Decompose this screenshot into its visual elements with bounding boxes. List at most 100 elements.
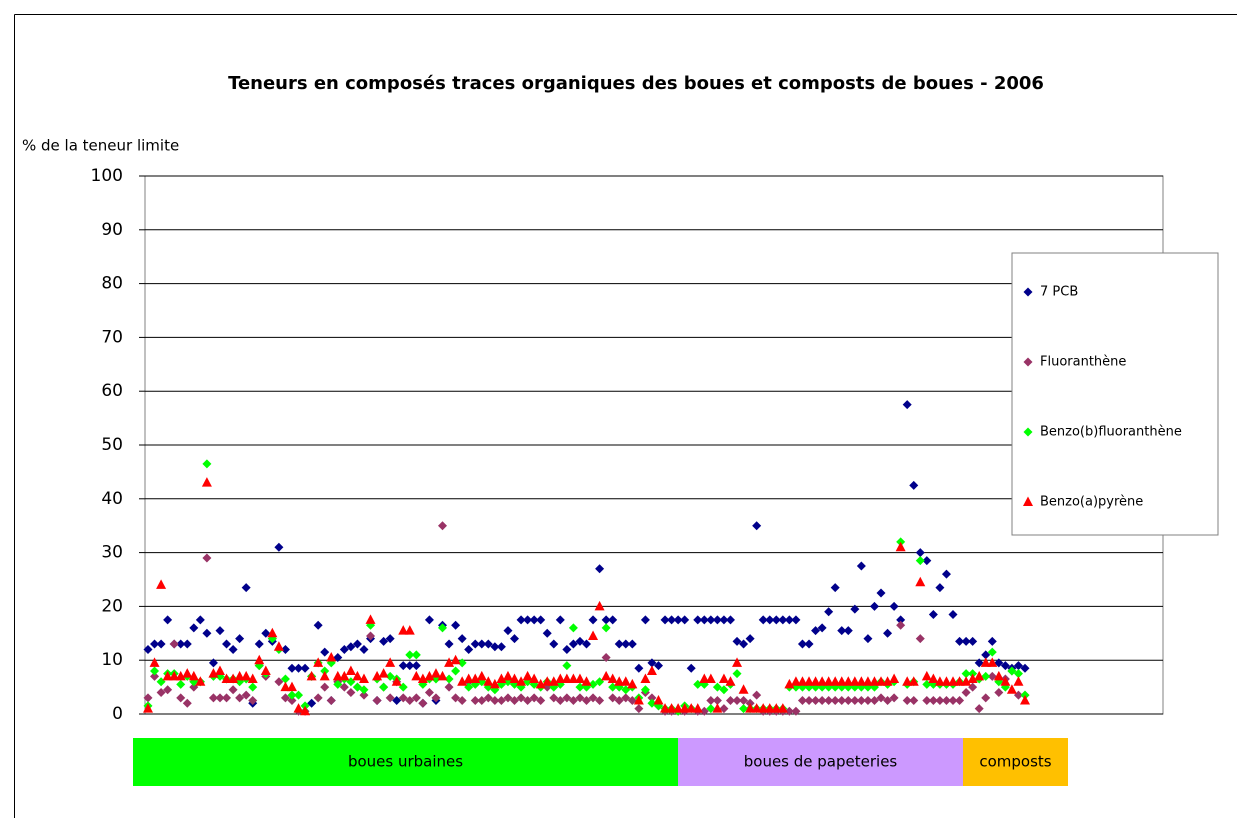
- point: [706, 696, 716, 706]
- point: [908, 676, 919, 686]
- point: [889, 673, 900, 684]
- point: [555, 673, 566, 684]
- point: [189, 623, 199, 633]
- point: [260, 665, 271, 675]
- point: [1023, 287, 1033, 297]
- point: [176, 693, 186, 703]
- point: [241, 690, 251, 700]
- point: [915, 634, 925, 644]
- point: [352, 682, 362, 692]
- point: [739, 704, 749, 714]
- point: [405, 661, 415, 671]
- point: [896, 620, 906, 630]
- point: [738, 684, 749, 694]
- point: [378, 668, 389, 678]
- point: [614, 639, 624, 649]
- point: [529, 693, 539, 703]
- point: [163, 615, 173, 625]
- point: [280, 674, 290, 684]
- point: [293, 703, 304, 713]
- point: [188, 670, 199, 681]
- point: [817, 623, 827, 633]
- point: [438, 623, 448, 633]
- point: [732, 696, 742, 706]
- point: [961, 676, 972, 686]
- point: [150, 639, 160, 649]
- point: [588, 679, 598, 689]
- point: [300, 663, 310, 673]
- point: [143, 693, 153, 703]
- point: [548, 676, 559, 686]
- point: [889, 693, 899, 703]
- point: [346, 687, 356, 697]
- point: [444, 639, 454, 649]
- point: [430, 668, 441, 678]
- point: [313, 657, 324, 667]
- point: [294, 663, 304, 673]
- point: [529, 615, 539, 625]
- point: [686, 663, 696, 673]
- point: [634, 704, 644, 714]
- point: [791, 706, 801, 716]
- point: [483, 693, 493, 703]
- point: [372, 696, 382, 706]
- point: [568, 623, 578, 633]
- point: [974, 670, 985, 681]
- point: [582, 696, 591, 706]
- group-band: [678, 738, 963, 786]
- point: [208, 668, 219, 678]
- point: [561, 673, 572, 684]
- point: [836, 676, 847, 686]
- point: [869, 601, 879, 611]
- point: [862, 676, 873, 686]
- point: [352, 639, 362, 649]
- point: [640, 685, 650, 695]
- point: [457, 634, 467, 644]
- point: [549, 693, 559, 703]
- point: [660, 615, 670, 625]
- point: [523, 615, 533, 625]
- point: [850, 696, 860, 706]
- point: [614, 676, 625, 686]
- point: [516, 693, 526, 703]
- group-label: composts: [979, 753, 1051, 771]
- point: [464, 644, 474, 654]
- point: [699, 673, 710, 684]
- point: [849, 676, 860, 686]
- point: [444, 674, 454, 684]
- point: [608, 693, 618, 703]
- point: [771, 615, 781, 625]
- point: [981, 671, 991, 681]
- point: [830, 696, 840, 706]
- point: [843, 696, 853, 706]
- point: [562, 644, 572, 654]
- point: [712, 696, 722, 706]
- point: [535, 678, 546, 689]
- point: [496, 696, 506, 706]
- point: [784, 706, 794, 716]
- point: [477, 639, 487, 649]
- point: [941, 676, 952, 686]
- point: [699, 706, 709, 716]
- point: [332, 670, 343, 681]
- point: [235, 634, 245, 644]
- point: [693, 615, 703, 625]
- point: [248, 696, 258, 706]
- point: [732, 636, 742, 646]
- point: [902, 400, 912, 410]
- point: [621, 693, 631, 703]
- point: [182, 698, 192, 708]
- point: [712, 615, 722, 625]
- point: [653, 695, 664, 705]
- point: [1020, 663, 1030, 673]
- point: [921, 670, 932, 681]
- group-label: boues urbaines: [348, 753, 463, 771]
- point: [582, 639, 591, 649]
- point: [679, 703, 690, 713]
- point: [320, 647, 330, 657]
- point: [483, 676, 494, 686]
- point: [863, 696, 873, 706]
- point: [509, 673, 520, 684]
- point: [424, 615, 434, 625]
- point: [758, 615, 768, 625]
